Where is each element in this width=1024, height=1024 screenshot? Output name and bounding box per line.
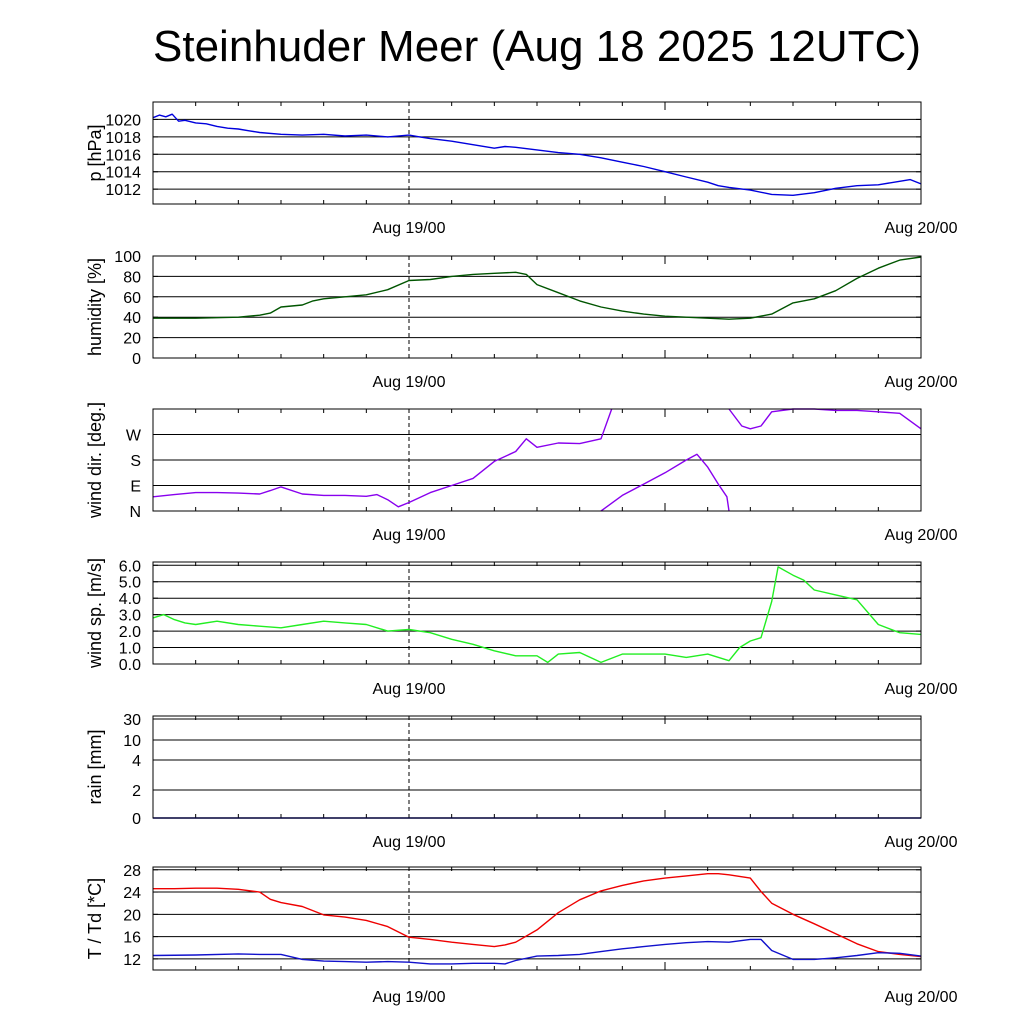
y-tick-label-wind_direction: N (129, 504, 141, 521)
series-line-temperature_dewpoint-1 (152, 938, 922, 965)
y-tick-label-rain: 10 (123, 733, 141, 750)
x-tick-label: Aug 20/00 (885, 374, 958, 391)
plot-frame-wind_direction (152, 408, 922, 512)
plot-frame-rain (152, 715, 922, 819)
y-axis-label-rain: rain [mm] (85, 729, 105, 804)
plot-frame-temperature_dewpoint (152, 866, 922, 971)
plot-frame-humidity (152, 255, 922, 359)
y-tick-label-wind_speed: 4.0 (119, 591, 141, 608)
y-tick-label-wind_speed: 5.0 (119, 575, 141, 592)
y-tick-label-humidity: 80 (123, 269, 141, 286)
x-tick-label: Aug 19/00 (373, 527, 446, 544)
y-tick-label-humidity: 60 (123, 290, 141, 307)
x-tick-label: Aug 19/00 (373, 989, 446, 1006)
panel-temperature_dewpoint: 12 16 20 24 28 Aug 19/00 Aug 20/00 T / Td [*C] (85, 863, 958, 1006)
y-axis-label-pressure: p [hPa] (85, 124, 105, 181)
series-line-wind_direction-0 (152, 408, 613, 508)
x-tick-label: Aug 20/00 (885, 527, 958, 544)
y-tick-label-wind_speed: 3.0 (119, 608, 141, 625)
y-tick-label-pressure: 1020 (105, 112, 141, 129)
y-tick-label-pressure: 1012 (105, 182, 141, 199)
x-tick-label: Aug 19/00 (373, 220, 446, 237)
y-tick-label-wind_direction: S (130, 453, 141, 470)
x-tick-label: Aug 19/00 (373, 681, 446, 698)
x-tick-label: Aug 20/00 (885, 834, 958, 851)
series-line-pressure-0 (152, 113, 922, 197)
y-tick-label-rain: 0 (132, 811, 141, 828)
y-tick-label-humidity: 20 (123, 331, 141, 348)
y-tick-label-pressure: 1018 (105, 130, 141, 147)
x-tick-label: Aug 20/00 (885, 989, 958, 1006)
y-tick-label-pressure: 1014 (105, 165, 141, 182)
panel-rain: 0 2 4 10 30 Aug 19/00 Aug 20/00 rain [mm] (85, 712, 958, 851)
y-tick-label-wind_direction: W (126, 428, 142, 445)
plot-frame-wind_speed (152, 561, 922, 665)
chart-title: Steinhuder Meer (Aug 18 2025 12UTC) (153, 22, 921, 71)
x-tick-label: Aug 20/00 (885, 220, 958, 237)
y-tick-label-wind_direction: E (130, 479, 141, 496)
panel-wind_speed: 0.01.02.03.04.05.06.0 Aug 19/00 Aug 20/00 w… (85, 558, 958, 698)
x-tick-label: Aug 19/00 (373, 374, 446, 391)
y-tick-label-wind_speed: 1.0 (119, 641, 141, 658)
y-tick-label-temperature_dewpoint: 24 (123, 885, 141, 902)
y-tick-label-temperature_dewpoint: 16 (123, 930, 141, 947)
y-tick-label-temperature_dewpoint: 20 (123, 907, 141, 924)
series-line-wind_direction-2 (728, 408, 922, 430)
y-tick-label-humidity: 100 (114, 249, 141, 266)
series-line-temperature_dewpoint-0 (153, 873, 922, 958)
y-tick-label-wind_speed: 2.0 (119, 624, 141, 641)
y-tick-label-rain: 30 (123, 712, 141, 729)
x-tick-label: Aug 20/00 (885, 681, 958, 698)
x-tick-label: Aug 19/00 (373, 834, 446, 851)
y-tick-label-temperature_dewpoint: 12 (123, 952, 141, 969)
series-line-wind_speed-0 (152, 566, 922, 664)
y-tick-label-temperature_dewpoint: 28 (123, 863, 141, 880)
panel-humidity: 0 20 40 60 80 100 Aug 19/00 Aug 20/00 humidity [… (85, 249, 958, 391)
y-axis-label-temperature_dewpoint: T / Td [*C] (85, 878, 105, 959)
plot-frame-pressure (152, 101, 922, 205)
y-tick-label-humidity: 0 (132, 351, 141, 368)
y-axis-label-wind_speed: wind sp. [m/s] (85, 558, 105, 669)
y-tick-label-wind_speed: 6.0 (119, 558, 141, 575)
series-line-humidity-0 (153, 256, 922, 320)
y-tick-label-wind_speed: 0.0 (119, 657, 141, 674)
y-tick-label-pressure: 1016 (105, 147, 141, 164)
series-line-wind_direction-1 (600, 453, 730, 512)
y-tick-label-humidity: 40 (123, 310, 141, 327)
y-tick-label-rain: 2 (132, 783, 141, 800)
y-axis-label-humidity: humidity [%] (85, 258, 105, 356)
y-axis-label-wind_direction: wind dir. [deg.] (85, 402, 105, 519)
y-tick-label-rain: 4 (132, 753, 141, 770)
